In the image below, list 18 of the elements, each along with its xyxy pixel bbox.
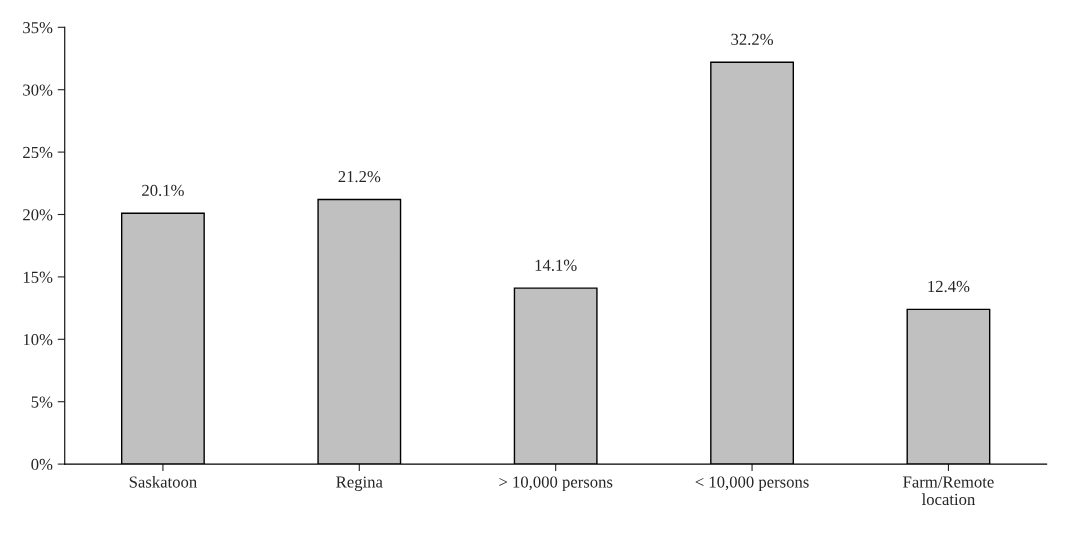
- data-label: 32.2%: [731, 33, 774, 46]
- y-tick-label: 30%: [23, 84, 53, 96]
- y-tick-label: 20%: [23, 209, 53, 221]
- data-label: 12.4%: [928, 280, 970, 293]
- data-label: 14.1%: [535, 259, 577, 271]
- y-tick-label: 35%: [23, 22, 53, 34]
- y-tick-label: 10%: [23, 334, 53, 346]
- y-tick-label: 25%: [23, 146, 53, 159]
- data-label: 20.1%: [142, 184, 184, 197]
- y-tick-label: 15%: [23, 271, 53, 283]
- x-tick-label: Farm/Remote location: [903, 476, 994, 506]
- x-tick-label: Regina: [336, 476, 383, 492]
- x-tick-label: < 10,000 persons: [695, 476, 809, 492]
- y-tick-label: 5%: [31, 396, 53, 408]
- y-tick-label: 0%: [31, 458, 53, 471]
- x-tick-label: > 10,000 persons: [499, 476, 613, 492]
- data-label: 21.2%: [338, 171, 381, 183]
- x-tick-label: Saskatoon: [129, 475, 197, 488]
